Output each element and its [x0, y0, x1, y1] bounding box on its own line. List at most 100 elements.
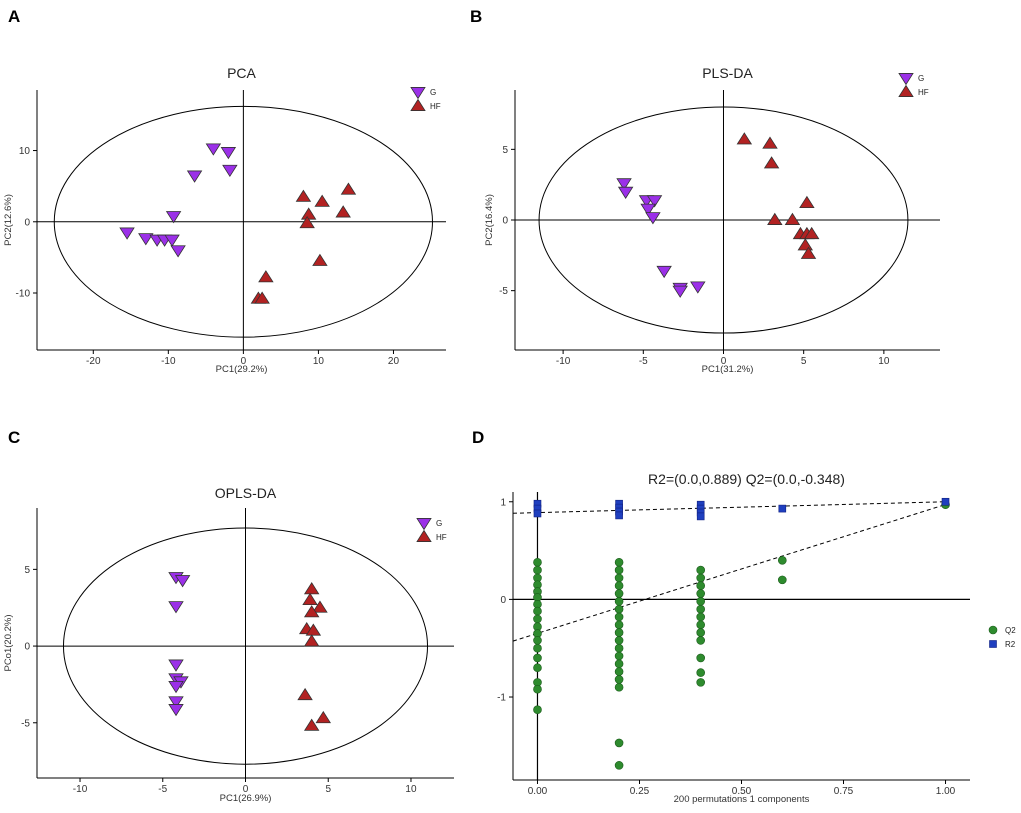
y-tick-label: 5 — [502, 145, 508, 156]
data-point-r2 — [778, 504, 787, 513]
data-point-hf — [312, 600, 328, 613]
data-point-hf — [297, 687, 313, 701]
legend-marker-hf — [898, 84, 914, 97]
data-point-q2 — [533, 705, 542, 715]
data-point-hf — [305, 623, 322, 636]
legend-label: G — [918, 74, 924, 83]
data-point-hf — [784, 212, 801, 225]
data-point-hf — [800, 246, 817, 259]
legend-label: Q2 — [1005, 626, 1016, 635]
data-point-q2 — [533, 636, 542, 645]
x-axis-label: PC1(31.2%) — [702, 364, 754, 375]
data-point-q2 — [696, 581, 705, 591]
data-point-g — [168, 681, 184, 694]
y-axis-label: PC2(12.6%) — [3, 194, 14, 246]
data-point-q2 — [614, 675, 624, 684]
data-point-q2 — [696, 628, 705, 637]
panel-letter: D — [472, 428, 484, 447]
data-point-q2 — [533, 614, 542, 624]
data-point-hf — [803, 226, 820, 240]
data-point-r2 — [696, 512, 705, 521]
data-point-g — [168, 704, 184, 717]
data-point-g — [222, 164, 238, 178]
data-point-q2 — [696, 653, 705, 663]
x-tick-label: 0.25 — [630, 786, 650, 797]
data-point-q2 — [614, 651, 624, 661]
data-point-q2 — [696, 573, 705, 583]
data-point-hf — [315, 710, 332, 724]
data-point-q2 — [533, 557, 542, 567]
data-point-hf — [314, 194, 330, 207]
data-point-q2 — [614, 557, 624, 567]
data-point-q2 — [696, 636, 705, 645]
regression-line-q2 — [512, 504, 946, 642]
y-tick-label: 10 — [19, 146, 31, 157]
data-point-hf — [303, 582, 320, 595]
data-point-q2 — [696, 604, 705, 614]
data-point-q2 — [614, 604, 624, 614]
data-point-g — [165, 211, 182, 224]
confidence-ellipse — [62, 527, 429, 765]
legend-label: G — [436, 519, 442, 528]
data-point-q2 — [614, 761, 624, 770]
data-point-q2 — [696, 597, 705, 606]
data-point-q2 — [778, 556, 787, 565]
data-point-q2 — [614, 659, 624, 669]
data-point-q2 — [533, 643, 542, 653]
legend-label: HF — [436, 533, 447, 542]
data-point-q2 — [696, 589, 705, 598]
data-point-r2 — [533, 509, 542, 518]
data-point-q2 — [533, 565, 542, 575]
data-point-g — [617, 186, 634, 199]
data-point-q2 — [696, 612, 705, 622]
data-point-hf — [302, 592, 318, 605]
x-axis-label: PC1(29.2%) — [216, 364, 268, 375]
data-point-g — [656, 265, 672, 279]
data-point-hf — [335, 205, 351, 218]
x-tick-label: 20 — [388, 356, 400, 367]
panel-d: D R2=(0.0,0.889) Q2=(0.0,-0.348) 0.00 0.25 0… — [472, 428, 1016, 805]
panel-letter: B — [470, 7, 482, 26]
legend-marker-r2 — [989, 640, 997, 648]
data-point-q2 — [614, 612, 624, 622]
data-point-q2 — [533, 606, 542, 616]
data-point-g — [640, 203, 656, 216]
y-tick-label: -5 — [21, 718, 30, 729]
data-point-g — [646, 195, 663, 208]
x-tick-label: -10 — [73, 784, 88, 795]
y-tick-label: 0 — [500, 595, 506, 606]
data-point-q2 — [614, 738, 624, 748]
data-point-r2 — [941, 497, 950, 506]
x-tick-label: 1.00 — [936, 786, 956, 797]
panel-letter: A — [8, 7, 20, 26]
data-point-g — [138, 233, 154, 246]
data-point-q2 — [614, 620, 624, 630]
data-point-hf — [736, 132, 753, 145]
x-tick-label: -5 — [158, 784, 167, 795]
data-point-q2 — [614, 565, 624, 575]
data-point-hf — [299, 215, 315, 229]
data-point-g — [119, 227, 135, 240]
data-point-hf — [763, 156, 780, 169]
data-point-hf — [254, 291, 270, 304]
y-tick-label: 0 — [502, 216, 508, 227]
data-point-q2 — [614, 667, 624, 676]
data-point-g — [205, 143, 222, 156]
data-point-q2 — [614, 628, 624, 637]
data-point-g — [164, 234, 180, 247]
legend-label: HF — [430, 102, 441, 111]
data-point-g — [645, 212, 661, 225]
data-point-hf — [258, 270, 274, 283]
x-axis-label: PC1(26.9%) — [220, 793, 272, 804]
legend-marker-g — [416, 518, 432, 531]
data-point-g — [168, 696, 184, 709]
legend-label: HF — [918, 88, 929, 97]
data-point-g — [186, 170, 203, 183]
chart-title: PCA — [227, 65, 256, 81]
data-point-hf — [295, 189, 312, 202]
data-point-g — [174, 575, 191, 588]
data-point-hf — [303, 605, 320, 618]
x-tick-label: 10 — [313, 356, 325, 367]
data-point-q2 — [696, 668, 705, 677]
x-tick-label: -10 — [161, 356, 176, 367]
